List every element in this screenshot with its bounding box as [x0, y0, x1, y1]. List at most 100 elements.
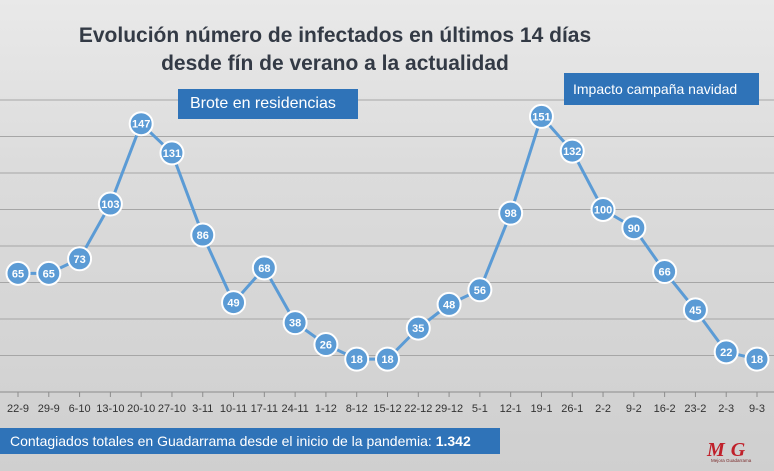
- x-tick-label: 24-11: [281, 403, 308, 415]
- x-tick-label: 6-10: [69, 403, 91, 415]
- data-marker: [313, 332, 339, 358]
- data-point: 103: [97, 191, 123, 217]
- data-label: 38: [289, 318, 301, 330]
- data-label: 18: [351, 354, 363, 366]
- x-tick-label: 13-10: [96, 403, 124, 415]
- annotation-campana-navidad: Impacto campaña navidad: [564, 73, 759, 105]
- data-point: 18: [375, 346, 400, 372]
- data-marker: [682, 297, 708, 323]
- data-label: 45: [689, 305, 701, 317]
- logo-letters: MG: [706, 439, 751, 461]
- chart-title: Evolución número de infectados en último…: [40, 22, 630, 78]
- data-point: 45: [682, 297, 708, 323]
- data-marker: [652, 259, 678, 285]
- x-tick-label: 20-10: [127, 403, 155, 415]
- x-tick-label: 3-11: [192, 403, 213, 415]
- x-tick-label: 19-1: [530, 403, 552, 415]
- data-marker: [221, 290, 247, 316]
- x-tick-label: 2-2: [595, 403, 611, 415]
- data-point: 151: [528, 103, 554, 129]
- data-label: 98: [505, 208, 517, 220]
- data-label: 35: [412, 323, 424, 335]
- data-point: 132: [559, 138, 585, 164]
- data-marker: [436, 291, 462, 317]
- data-point: 73: [67, 246, 93, 272]
- data-label: 151: [532, 111, 550, 123]
- x-tick-label: 27-10: [158, 403, 186, 415]
- x-tick-label: 29-12: [435, 403, 463, 415]
- series-polyline: [18, 114, 758, 361]
- data-marker: [344, 346, 370, 372]
- x-tick-label: 1-12: [315, 403, 337, 415]
- data-marker: [97, 191, 123, 217]
- data-marker: [128, 111, 154, 137]
- data-point: 38: [282, 310, 308, 336]
- data-marker: [559, 138, 585, 164]
- data-point: 98: [498, 200, 524, 226]
- data-label: 49: [227, 298, 239, 310]
- data-marker: [67, 246, 93, 272]
- total-infected-label: Contagiados totales en Guadarrama desde …: [10, 433, 436, 449]
- data-label: 73: [73, 254, 85, 266]
- data-label: 68: [258, 263, 270, 275]
- data-point: 35: [405, 315, 431, 341]
- data-point: 68: [251, 255, 277, 281]
- annotation-brote-residencias: Brote en residencias: [178, 89, 358, 119]
- x-tick-label: 8-12: [346, 403, 368, 415]
- data-marker: [590, 197, 616, 222]
- data-label: 65: [43, 268, 55, 280]
- data-label: 66: [659, 267, 671, 279]
- data-label: 22: [720, 347, 732, 359]
- data-marker: [405, 315, 431, 341]
- x-tick-label: 26-1: [561, 403, 583, 415]
- data-label: 132: [563, 146, 581, 158]
- data-marker: [190, 222, 216, 248]
- data-marker: [621, 215, 647, 241]
- data-point: 147: [128, 111, 154, 137]
- data-marker: [5, 260, 31, 286]
- logo: MG Mejora Guadarrama: [706, 439, 752, 463]
- data-point: 56: [467, 277, 493, 303]
- x-tick-label: 17-11: [251, 403, 278, 415]
- data-marker: [713, 339, 739, 365]
- data-marker: [282, 310, 308, 336]
- data-label: 18: [381, 354, 393, 366]
- data-label: 86: [197, 230, 209, 242]
- data-label: 131: [163, 148, 181, 160]
- logo-small-text: Mejora Guadarrama: [711, 458, 752, 463]
- data-points: 65 65 73 103 147 131 86 49 68 38 26 18 18 35 48 56 98 151…: [5, 103, 770, 372]
- gridlines: [0, 99, 774, 356]
- line-chart: 65 65 73 103 147 131 86 49 68 38 26 18 18 35 48 56 98 151…: [0, 99, 774, 415]
- data-marker: [251, 255, 277, 281]
- data-point: 18: [344, 346, 370, 372]
- data-point: 48: [436, 291, 462, 317]
- data-point: 65: [5, 260, 31, 286]
- data-point: 22: [713, 339, 739, 365]
- data-point: 131: [159, 140, 185, 166]
- data-marker: [744, 346, 770, 372]
- data-point: 18: [744, 346, 770, 372]
- x-axis: [0, 391, 774, 397]
- chart-title-line-2: desde fín de verano a la actualidad: [161, 52, 509, 75]
- data-point: 66: [652, 259, 678, 285]
- data-marker: [36, 260, 62, 286]
- x-tick-label: 16-2: [654, 403, 676, 415]
- data-label: 103: [101, 199, 119, 211]
- x-tick-label: 2-3: [718, 403, 734, 415]
- total-infected-banner: Contagiados totales en Guadarrama desde …: [0, 428, 500, 454]
- data-label: 90: [628, 223, 640, 235]
- data-label: 100: [594, 205, 612, 217]
- x-tick-label: 29-9: [38, 403, 60, 415]
- data-label: 48: [443, 299, 455, 311]
- x-tick-label: 22-9: [7, 403, 29, 415]
- x-tick-label: 5-1: [472, 403, 488, 415]
- x-tick-labels: 22-9 29-9 6-10 13-10 20-10 27-10 3-11 10-11 17-1…: [7, 403, 765, 415]
- data-label: 18: [751, 354, 763, 366]
- data-point: 100: [590, 197, 616, 222]
- total-infected-value: 1.342: [435, 433, 471, 449]
- x-tick-label: 12-1: [500, 403, 522, 415]
- series-line: [18, 114, 758, 361]
- data-label: 26: [320, 340, 332, 352]
- data-point: 26: [313, 332, 339, 358]
